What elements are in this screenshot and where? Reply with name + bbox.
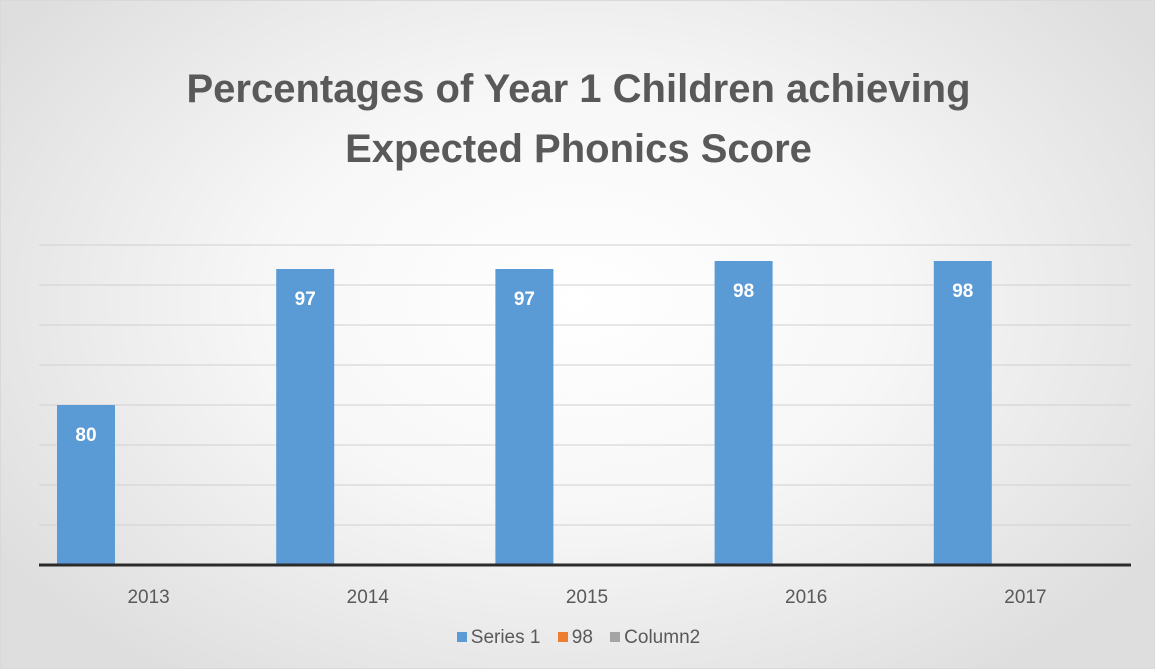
x-tick-label-2016: 2016: [785, 587, 827, 608]
chart-title-line-1: Percentages of Year 1 Children achieving: [186, 67, 971, 111]
x-tick-label-2013: 2013: [127, 587, 169, 608]
data-label-2013: 80: [75, 425, 96, 446]
bar-2015[interactable]: [495, 269, 554, 565]
data-label-2014: 97: [295, 289, 316, 310]
legend-swatch-series-1: [456, 632, 467, 642]
legend-swatch-column2: [610, 632, 621, 642]
chart-title: Percentages of Year 1 Children achieving…: [1, 59, 1155, 179]
legend-item-column2[interactable]: Column2: [610, 627, 700, 649]
legend-label-98: 98: [571, 627, 593, 648]
data-label-2015: 97: [514, 289, 535, 310]
legend-label-column2: Column2: [624, 627, 701, 648]
data-labels: 80 97 97 98 98: [75, 281, 973, 446]
data-label-2016: 98: [733, 281, 754, 302]
bars: [57, 261, 992, 565]
x-tick-labels: 2013 2014 2015 2016 2017: [127, 587, 1046, 608]
bar-2016[interactable]: [714, 261, 773, 565]
bar-2014[interactable]: [276, 269, 335, 565]
legend-swatch-98: [557, 632, 568, 642]
data-label-2017: 98: [952, 281, 973, 302]
x-tick-label-2014: 2014: [347, 587, 390, 608]
bar-2017[interactable]: [933, 261, 992, 565]
bar-2013[interactable]: [57, 405, 115, 565]
legend-item-series-1[interactable]: Series 1: [456, 627, 541, 649]
chart-title-line-2: Expected Phonics Score: [345, 127, 812, 171]
legend: Series 1 98 Column2: [1, 627, 1155, 649]
legend-label-series-1: Series 1: [470, 627, 541, 648]
x-tick-label-2015: 2015: [566, 587, 608, 608]
legend-item-98[interactable]: 98: [557, 627, 593, 649]
x-tick-label-2017: 2017: [1004, 587, 1046, 608]
